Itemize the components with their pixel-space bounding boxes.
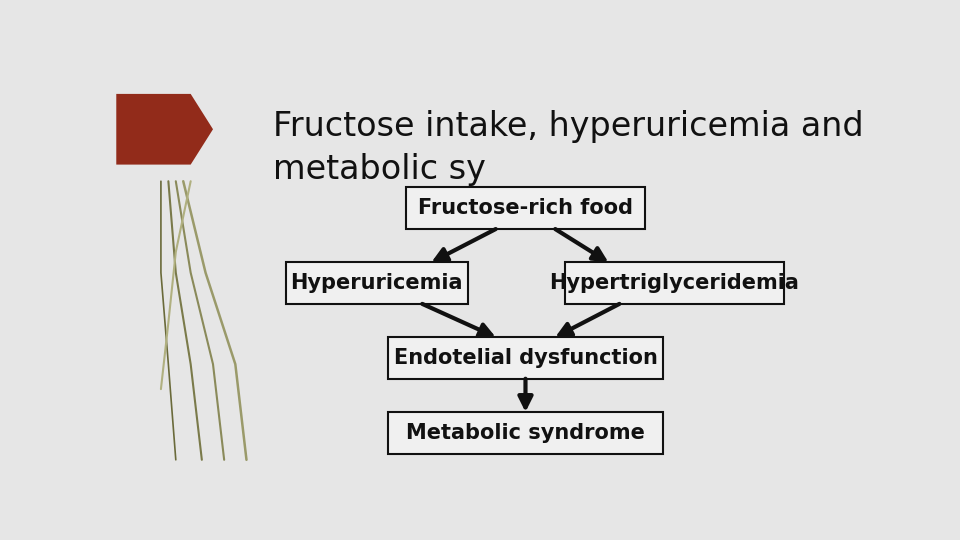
Text: Fructose intake, hyperuricemia and
metabolic sy: Fructose intake, hyperuricemia and metab… [273,110,863,186]
FancyBboxPatch shape [564,262,784,304]
Polygon shape [116,94,213,165]
FancyBboxPatch shape [388,337,663,379]
FancyBboxPatch shape [388,412,663,454]
Text: Hypertriglyceridemia: Hypertriglyceridemia [549,273,800,293]
FancyBboxPatch shape [406,187,644,229]
Text: Metabolic syndrome: Metabolic syndrome [406,423,645,443]
FancyBboxPatch shape [285,262,468,304]
Text: Hyperuricemia: Hyperuricemia [291,273,463,293]
Text: Endotelial dysfunction: Endotelial dysfunction [394,348,658,368]
Text: Fructose-rich food: Fructose-rich food [418,198,633,218]
